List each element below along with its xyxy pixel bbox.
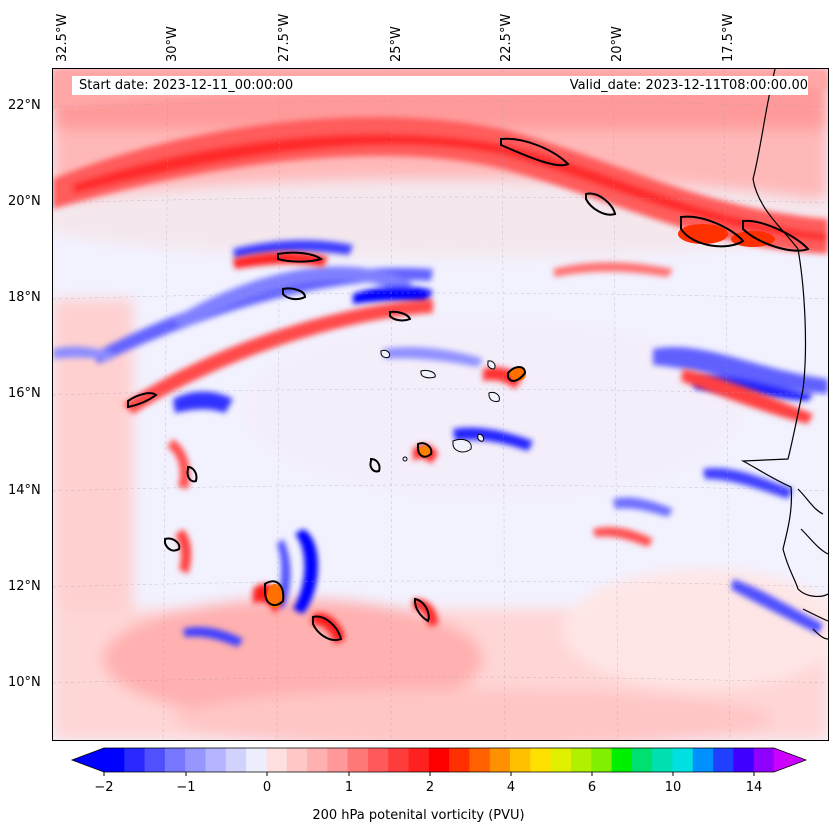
colorbar-swatch: [104, 748, 125, 772]
colorbar-swatch: [428, 748, 450, 772]
colorbar-label: 200 hPa potenital vorticity (PVU): [312, 808, 525, 823]
colorbar-swatch: [388, 748, 410, 772]
colorbar-swatch: [266, 748, 288, 772]
lon-label-32-5w: 32.5°W: [55, 13, 70, 62]
lat-label-10n: 10°N: [8, 675, 41, 690]
colorbar-swatch: [144, 748, 166, 772]
graticule: [53, 69, 828, 740]
colorbar-swatch: [591, 748, 613, 772]
lat-label-22n: 22°N: [8, 98, 41, 113]
colorbar-swatch: [185, 748, 207, 772]
colorbar-swatch: [307, 748, 328, 772]
colorbar-tick-2: 2: [425, 780, 435, 795]
colorbar-swatch: [327, 748, 349, 772]
colorbar-swatch: [753, 748, 775, 772]
colorbar-swatch: [692, 748, 714, 772]
colorbar-swatch: [652, 748, 673, 772]
colorbar-swatch: [672, 748, 694, 772]
lon-label-25w: 25°W: [389, 26, 404, 62]
colorbar-extend-min: [72, 748, 104, 772]
colorbar-swatch: [225, 748, 247, 772]
lon-label-22-5w: 22.5°W: [499, 13, 514, 62]
colorbar-tick-1: 1: [344, 780, 354, 795]
positive-pv-streaks: [123, 252, 813, 644]
colorbar-swatch: [489, 748, 511, 772]
colorbar-tick-neg2: −2: [94, 780, 114, 795]
colorbar-tick-0: 0: [262, 780, 272, 795]
lat-label-16n: 16°N: [8, 386, 41, 401]
lon-label-27-5w: 27.5°W: [277, 13, 292, 62]
negative-pv-streaks: [53, 240, 828, 647]
colorbar-swatch: [367, 748, 389, 772]
colorbar-swatch: [550, 748, 572, 772]
colorbar-swatch: [286, 748, 308, 772]
colorbar-swatch: [713, 748, 734, 772]
colorbar-swatch: [449, 748, 470, 772]
lat-label-20n: 20°N: [8, 194, 41, 209]
pv-map-panel: [52, 68, 829, 741]
colorbar-swatch: [611, 748, 633, 772]
colorbar-swatch: [408, 748, 430, 772]
valid-date-label: Valid_date: 2023-12-11T08:00:00.00: [432, 76, 808, 95]
lon-label-17-5w: 17.5°W: [721, 13, 736, 62]
colorbar-swatch: [733, 748, 755, 772]
colorbar-swatch: [205, 748, 227, 772]
lat-label-18n: 18°N: [8, 290, 41, 305]
pv-2-contours: [127, 137, 810, 641]
colorbar-swatch: [347, 748, 369, 772]
colorbar-swatch: [469, 748, 491, 772]
colorbar: [70, 747, 808, 776]
colorbar-swatch: [164, 748, 186, 772]
colorbar-tick-14: 14: [745, 780, 763, 795]
colorbar-tick-4: 4: [506, 780, 516, 795]
colorbar-swatch: [570, 748, 592, 772]
colorbar-swatch: [124, 748, 146, 772]
colorbar-tick-neg1: −1: [176, 780, 196, 795]
colorbar-swatch: [530, 748, 552, 772]
start-date-label: Start date: 2023-12-11_00:00:00: [72, 76, 439, 95]
lon-label-20w: 20°W: [610, 26, 625, 62]
lat-label-14n: 14°N: [8, 483, 41, 498]
colorbar-swatch: [246, 748, 267, 772]
pv-field-svg: [53, 69, 828, 740]
colorbar-extend-max: [774, 748, 806, 772]
colorbar-tick-10: 10: [664, 780, 682, 795]
colorbar-swatch: [631, 748, 653, 772]
colorbar-swatch: [510, 748, 531, 772]
cape-verde-islands: [380, 350, 500, 462]
lat-label-12n: 12°N: [8, 579, 41, 594]
coastline: [740, 69, 828, 640]
colorbar-tick-6: 6: [587, 780, 597, 795]
lon-label-30w: 30°W: [165, 26, 180, 62]
